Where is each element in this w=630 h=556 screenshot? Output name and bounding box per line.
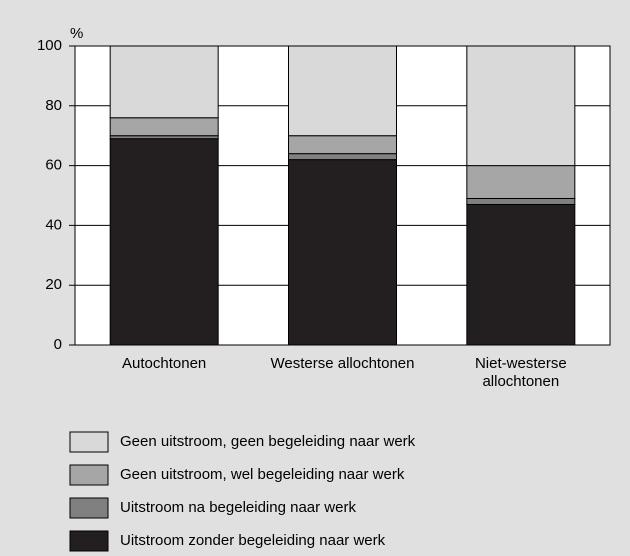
y-tick-label: 60 <box>45 157 62 174</box>
legend-label: Uitstroom zonder begeleiding naar werk <box>120 532 386 549</box>
legend-swatch <box>69 431 109 453</box>
legend-label: Geen uitstroom, wel begeleiding naar wer… <box>120 466 405 483</box>
y-tick-label: 100 <box>37 37 62 54</box>
bar-segment <box>288 135 397 155</box>
bar-segment <box>288 45 397 137</box>
y-tick-label: 40 <box>45 216 62 233</box>
x-tick-label: Westerse allochtonen <box>270 355 415 372</box>
bar-segment <box>109 45 219 119</box>
y-tick-label: 0 <box>54 336 62 353</box>
bar-segment <box>466 203 576 346</box>
legend-swatch <box>69 497 109 519</box>
y-axis-label: % <box>70 25 83 42</box>
y-tick-label: 20 <box>45 276 62 293</box>
bar-segment <box>466 197 576 205</box>
y-tick-label: 80 <box>45 97 62 114</box>
bar-segment <box>288 159 397 346</box>
x-tick-label: Autochtonen <box>122 355 207 372</box>
legend-label: Geen uitstroom, geen begeleiding naar we… <box>120 433 416 450</box>
legend-swatch <box>69 530 109 552</box>
bar-segment <box>288 153 397 161</box>
plot-border <box>74 45 611 346</box>
legend-swatch <box>69 464 109 486</box>
bar-segment <box>109 117 219 137</box>
bar-segment <box>466 165 576 199</box>
bar-segment <box>466 45 576 167</box>
bar-segment <box>109 138 219 346</box>
x-tick-label: Niet-westerse allochtonen <box>474 355 567 390</box>
legend-label: Uitstroom na begeleiding naar werk <box>120 499 356 516</box>
